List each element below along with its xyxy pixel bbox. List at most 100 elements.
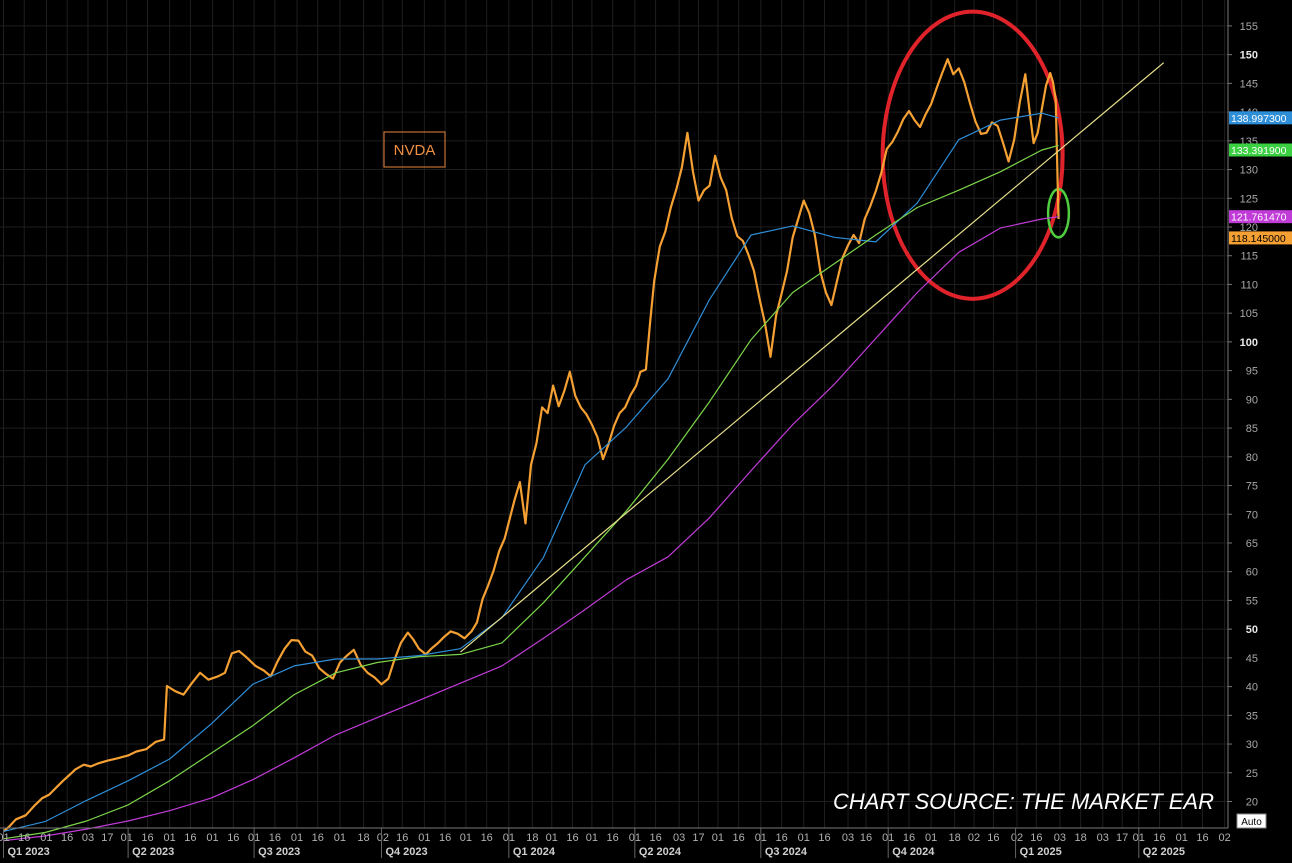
x-tick-label: 16	[439, 832, 451, 844]
x-tick-label: 02	[377, 832, 389, 844]
x-tick-label: 17	[1116, 832, 1128, 844]
x-tick-label: 01	[121, 832, 133, 844]
x-tick-label: 01	[164, 832, 176, 844]
x-tick-label: 01	[206, 832, 218, 844]
x-tick-label: 03	[82, 832, 94, 844]
series-ma_magenta	[3, 216, 1059, 842]
gridlines	[0, 0, 1228, 828]
x-tick-label: 01	[460, 832, 472, 844]
y-tick-label: 85	[1246, 423, 1258, 435]
y-tick-label: 80	[1246, 452, 1258, 464]
x-tick-label: 16	[566, 832, 578, 844]
x-tick-label: 02	[968, 832, 980, 844]
x-tick-label: 16	[860, 832, 872, 844]
y-tick-label: 120	[1240, 222, 1258, 234]
y-tick-label: 150	[1240, 50, 1258, 62]
series-trendline	[460, 62, 1165, 653]
y-axis: 20 25 30 35 40 45 50 55 60 65 70 75 80 85 90 95 100 105 11…	[1227, 0, 1292, 828]
price-tag	[1229, 210, 1292, 224]
x-tick-label: 16	[269, 832, 281, 844]
x-tick-label: 16	[775, 832, 787, 844]
x-quarter-label: Q2 2023	[132, 846, 174, 858]
x-quarter-label: Q3 2023	[258, 846, 300, 858]
x-tick-label: 17	[692, 832, 704, 844]
x-axis: 01 16 01 16 03 17 01 16 01 16 01 16 01 16 01 16 01 18 02 16…	[0, 827, 1231, 858]
x-quarter-label: Q3 2024	[765, 846, 808, 858]
x-tick-label: 16	[184, 832, 196, 844]
x-tick-label: 01	[40, 832, 52, 844]
x-tick-label: 03	[1097, 832, 1109, 844]
y-tick-label: 40	[1246, 682, 1258, 694]
y-tick-label: 90	[1246, 394, 1258, 406]
x-quarter-label: Q1 2024	[513, 846, 556, 858]
ticker-label-box	[383, 131, 446, 168]
auto-scale-button[interactable]	[1236, 813, 1267, 829]
x-tick-label: 16	[18, 832, 30, 844]
x-tick-label: 03	[673, 832, 685, 844]
y-tick-label: 20	[1246, 797, 1258, 809]
x-tick-label: 03	[1054, 832, 1066, 844]
y-tick-label: 125	[1240, 193, 1258, 205]
x-quarter-label: Q4 2023	[385, 846, 427, 858]
series-ma_blue	[3, 112, 1059, 832]
x-tick-label: 01	[798, 832, 810, 844]
x-tick-label: 16	[903, 832, 915, 844]
x-tick-label: 02	[1011, 832, 1023, 844]
x-tick-label: 16	[987, 832, 999, 844]
x-tick-label: 16	[227, 832, 239, 844]
red-highlight-ellipse	[880, 9, 1065, 301]
x-quarter-label: Q2 2024	[639, 846, 682, 858]
x-tick-label: 17	[101, 832, 113, 844]
x-tick-label: 18	[1075, 832, 1087, 844]
y-tick-label: 25	[1246, 768, 1258, 780]
x-tick-label: 01	[1176, 832, 1188, 844]
x-tick-label: 03	[842, 832, 854, 844]
y-tick-label: 45	[1246, 653, 1258, 665]
y-tick-label: 65	[1246, 538, 1258, 550]
y-tick-label: 155	[1240, 21, 1258, 33]
x-tick-label: 01	[586, 832, 598, 844]
price-tag-label: 138.997300	[1231, 113, 1287, 125]
price-tag-label: 121.761470	[1231, 212, 1287, 224]
x-tick-label: 16	[1196, 832, 1208, 844]
price-tag	[1229, 143, 1292, 157]
x-tick-label: 16	[312, 832, 324, 844]
x-tick-label: 01	[925, 832, 937, 844]
y-tick-label: 130	[1240, 165, 1258, 177]
y-tick-label: 145	[1240, 78, 1258, 90]
x-tick-label: 02	[1219, 832, 1231, 844]
x-quarter-label: Q1 2025	[1020, 846, 1062, 858]
price-tag	[1229, 231, 1292, 245]
y-tick-label: 30	[1246, 739, 1258, 751]
x-quarter-label: Q2 2025	[1143, 846, 1185, 858]
x-tick-label: 01	[546, 832, 558, 844]
y-tick-label: 110	[1240, 279, 1258, 291]
x-tick-label: 16	[481, 832, 493, 844]
y-tick-label: 115	[1240, 251, 1258, 263]
y-tick-label: 105	[1240, 308, 1258, 320]
x-tick-label: 16	[818, 832, 830, 844]
series-ma_green	[3, 144, 1059, 840]
x-tick-label: 01	[291, 832, 303, 844]
x-tick-label: 18	[357, 832, 369, 844]
x-tick-label: 01	[418, 832, 430, 844]
x-tick-label: 16	[733, 832, 745, 844]
x-quarter-label: Q1 2023	[8, 846, 50, 858]
price-tag-label: 118.145000	[1231, 233, 1286, 245]
x-tick-label: 16	[396, 832, 408, 844]
x-tick-label: 18	[949, 832, 961, 844]
y-tick-label: 60	[1246, 567, 1258, 579]
price-tag-label: 133.391900	[1231, 145, 1287, 157]
x-tick-label: 01	[0, 832, 10, 844]
x-tick-label: 18	[526, 832, 538, 844]
series-price	[2, 58, 1060, 833]
y-tick-label: 95	[1246, 366, 1258, 378]
x-tick-label: 16	[649, 832, 661, 844]
y-tick-label: 70	[1246, 509, 1258, 521]
x-quarter-label: Q4 2024	[892, 846, 935, 858]
y-tick-label: 100	[1240, 337, 1258, 349]
y-tick-label: 75	[1246, 481, 1258, 493]
